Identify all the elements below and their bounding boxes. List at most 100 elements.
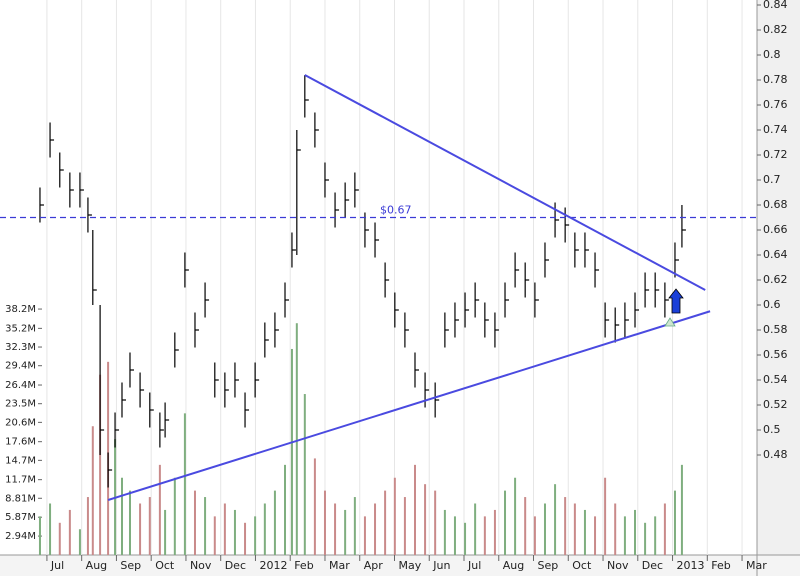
volume-bar <box>58 522 61 555</box>
volume-bar <box>393 477 396 555</box>
y-tick-label: 0.54 <box>763 373 788 386</box>
volume-bar <box>424 484 427 555</box>
y-tick-label: 0.6 <box>763 298 781 311</box>
volume-bar <box>604 477 607 555</box>
y-tick-label: 0.5 <box>763 423 781 436</box>
volume-bar <box>204 497 207 555</box>
volume-bar <box>663 503 666 555</box>
volume-bar <box>504 490 507 555</box>
price-level-label: $0.67 <box>380 204 412 217</box>
x-tick-label: Nov <box>190 559 212 572</box>
x-tick-label: Jun <box>432 559 450 572</box>
y-tick-label: 0.58 <box>763 323 788 336</box>
volume-bar <box>374 503 377 555</box>
volume-bar <box>233 509 236 555</box>
y-tick-label: 0.78 <box>763 73 788 86</box>
volume-bar <box>493 509 496 555</box>
y-tick-label: 0.64 <box>763 248 788 261</box>
y-tick-label: 0.84 <box>763 0 788 11</box>
volume-bar <box>644 522 647 555</box>
trendline <box>304 74 706 291</box>
y2-tick-label: 35.2M <box>5 323 36 334</box>
volume-bar <box>263 503 266 555</box>
y2-tick-label: 32.3M <box>5 342 36 353</box>
x-tick-label: Dec <box>642 559 663 572</box>
volume-bar <box>654 516 657 555</box>
x-tick-label: Aug <box>503 559 524 572</box>
volume-bar <box>353 497 356 555</box>
volume-bar <box>183 413 186 555</box>
y2-tick-label: 11.7M <box>5 475 36 486</box>
volume-bar <box>464 522 467 555</box>
volume-bar <box>623 516 626 555</box>
volume-bar <box>38 516 41 555</box>
x-tick-label: Apr <box>364 559 384 572</box>
volume-bar <box>673 490 676 555</box>
volume-bar <box>543 503 546 555</box>
volume-bar <box>78 529 81 555</box>
volume-bar <box>594 516 597 555</box>
x-tick-label: Aug <box>86 559 107 572</box>
y-tick-label: 0.68 <box>763 198 788 211</box>
x-tick-label: Feb <box>711 559 730 572</box>
y2-tick-label: 14.7M <box>5 455 36 466</box>
x-tick-label: Oct <box>572 559 592 572</box>
volume-bar <box>533 516 536 555</box>
x-tick-label: Feb <box>294 559 313 572</box>
volume-bar <box>524 497 527 555</box>
x-tick-label: Jul <box>467 559 481 572</box>
volume-bar <box>68 509 71 555</box>
y-tick-label: 0.66 <box>763 223 788 236</box>
price-axis-panel <box>757 0 800 576</box>
volume-bar <box>474 503 477 555</box>
volume-bar <box>564 497 567 555</box>
x-tick-label: May <box>398 559 421 572</box>
volume-bar <box>99 374 102 555</box>
volume-bar <box>680 464 683 555</box>
y-tick-label: 0.56 <box>763 348 788 361</box>
volume-bar <box>483 516 486 555</box>
time-axis-panel <box>0 555 800 576</box>
signal-arrow <box>664 288 684 327</box>
y-tick-label: 0.7 <box>763 173 781 186</box>
y-tick-label: 0.74 <box>763 123 788 136</box>
volume-bar <box>164 509 167 555</box>
volume-bar <box>244 522 247 555</box>
y2-tick-label: 17.6M <box>5 437 36 448</box>
volume-bar <box>443 509 446 555</box>
y2-tick-label: 5.87M <box>5 512 36 523</box>
x-tick-label: 2012 <box>259 559 287 572</box>
x-tick-label: Mar <box>746 559 767 572</box>
volume-bar <box>403 497 406 555</box>
x-tick-label: Jul <box>50 559 64 572</box>
volume-bar <box>295 323 298 555</box>
volume-bar <box>148 497 151 555</box>
y2-tick-label: 38.2M <box>5 304 36 315</box>
x-tick-label: 2013 <box>677 559 705 572</box>
volume-bar <box>223 503 226 555</box>
volume-bar <box>453 516 456 555</box>
volume-bar <box>554 484 557 555</box>
y2-tick-label: 23.5M <box>5 399 36 410</box>
plot: Jul Aug Sep Oct Nov Dec 2012 Feb Mar Apr May Jun Jul… <box>0 0 788 572</box>
volume-bar <box>120 477 123 555</box>
volume-bar <box>86 497 89 555</box>
volume-bar <box>344 509 347 555</box>
trendline <box>107 310 711 501</box>
y2-tick-label: 8.81M <box>5 493 36 504</box>
x-tick-label: Sep <box>538 559 559 572</box>
volume-bar <box>303 394 306 555</box>
volume-bar <box>193 490 196 555</box>
volume-bar <box>514 477 517 555</box>
volume-bar <box>323 490 326 555</box>
volume-bar <box>284 464 287 555</box>
volume-bar <box>573 503 576 555</box>
volume-bar <box>634 509 637 555</box>
volume-bar <box>434 490 437 555</box>
y-tick-label: 0.82 <box>763 23 788 36</box>
volume-bar <box>413 464 416 555</box>
x-tick-label: Nov <box>607 559 629 572</box>
volume-bar <box>213 516 216 555</box>
x-tick-label: Mar <box>329 559 350 572</box>
y2-tick-label: 2.94M <box>5 531 36 542</box>
